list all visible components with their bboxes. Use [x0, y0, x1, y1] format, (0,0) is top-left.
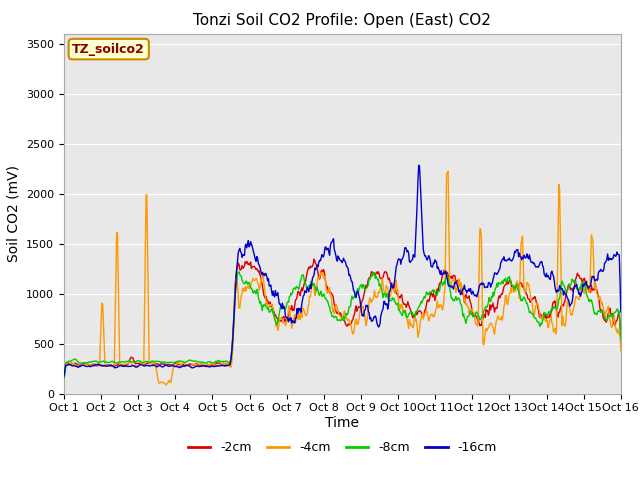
- Text: TZ_soilco2: TZ_soilco2: [72, 43, 145, 56]
- Title: Tonzi Soil CO2 Profile: Open (East) CO2: Tonzi Soil CO2 Profile: Open (East) CO2: [193, 13, 492, 28]
- X-axis label: Time: Time: [325, 416, 360, 430]
- Legend: -2cm, -4cm, -8cm, -16cm: -2cm, -4cm, -8cm, -16cm: [183, 436, 502, 459]
- Y-axis label: Soil CO2 (mV): Soil CO2 (mV): [6, 165, 20, 262]
